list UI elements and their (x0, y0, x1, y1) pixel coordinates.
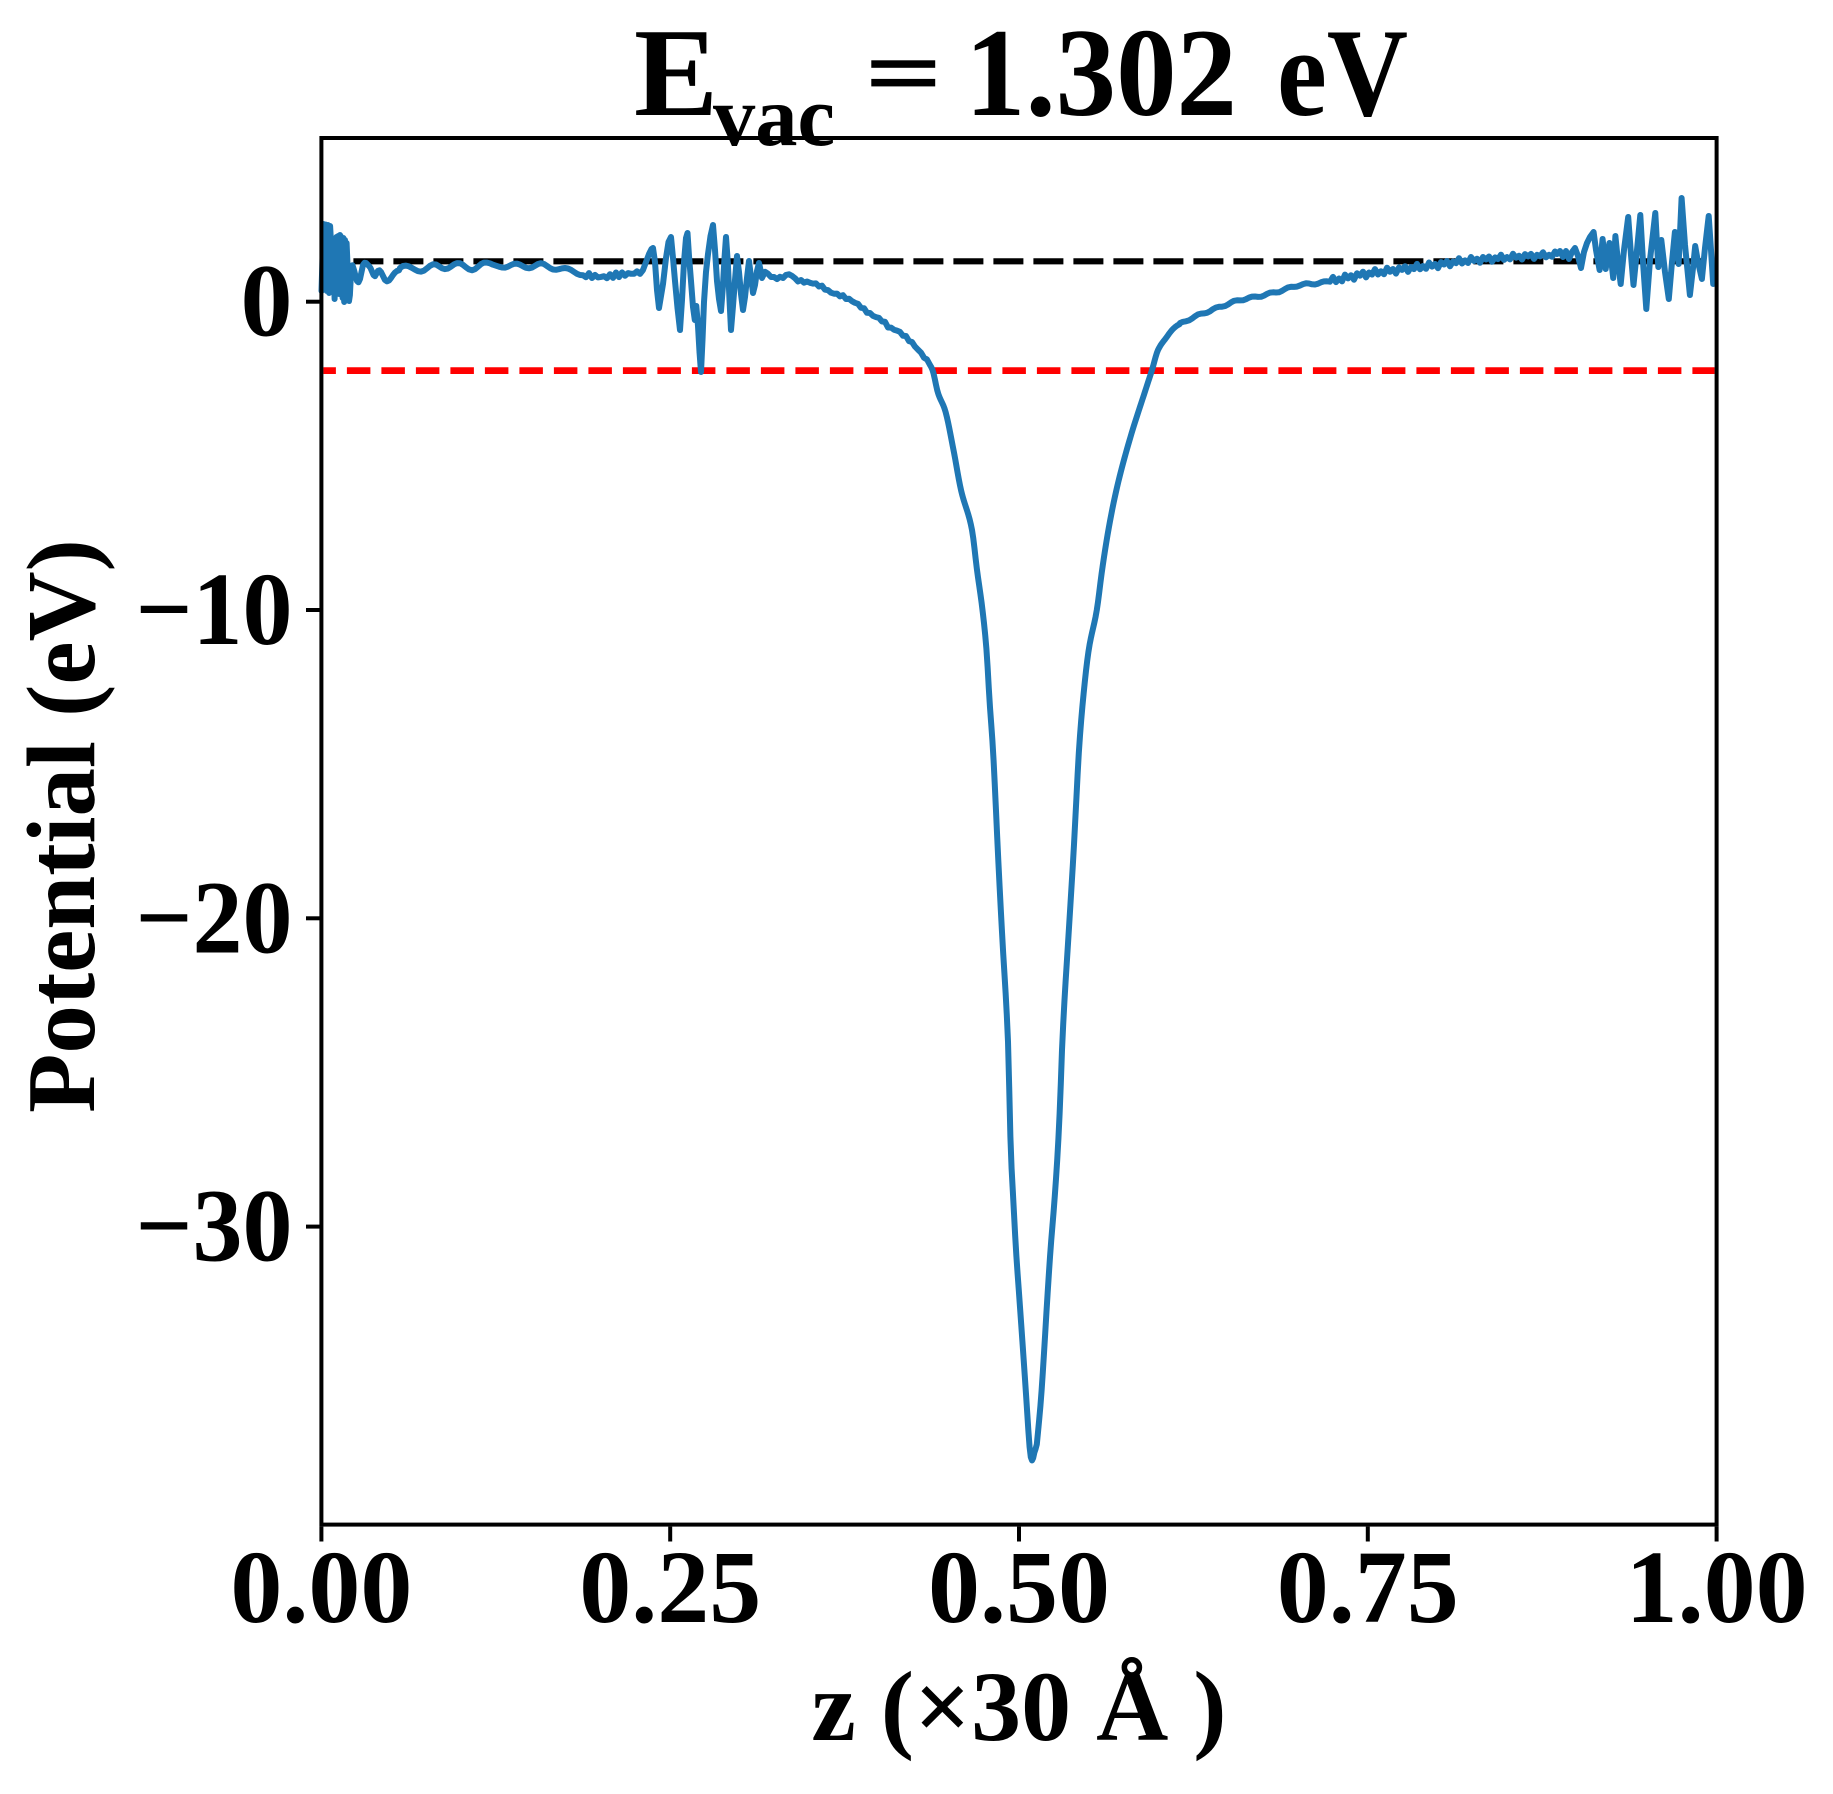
svg-text:E: E (634, 4, 718, 143)
svg-text:z (×30 Å ): z (×30 Å ) (811, 1651, 1226, 1762)
svg-text:0.50: 0.50 (928, 1530, 1110, 1645)
svg-text:0.75: 0.75 (1277, 1530, 1459, 1645)
svg-text:eV: eV (1277, 4, 1408, 143)
svg-text:vac: vac (713, 68, 835, 164)
svg-text:Potential (eV): Potential (eV) (8, 539, 115, 1113)
svg-text:0.00: 0.00 (230, 1530, 412, 1645)
svg-text:0.25: 0.25 (579, 1530, 761, 1645)
svg-text:−30: −30 (136, 1169, 293, 1284)
svg-text:0: 0 (241, 244, 293, 359)
svg-text:−20: −20 (136, 860, 293, 975)
svg-text:1.302: 1.302 (965, 4, 1237, 143)
svg-text:−10: −10 (136, 552, 293, 667)
svg-text:1.00: 1.00 (1626, 1530, 1808, 1645)
